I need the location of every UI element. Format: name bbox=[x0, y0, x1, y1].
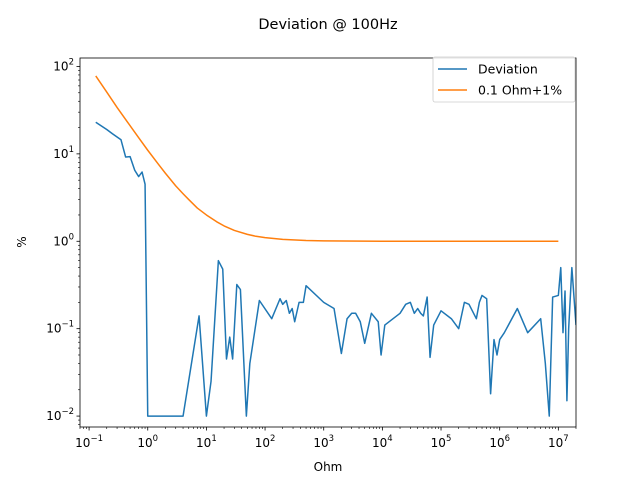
legend-label-1: Deviation bbox=[478, 62, 538, 77]
y-tick-label: 101 bbox=[53, 145, 74, 161]
x-tick-label: 104 bbox=[372, 434, 393, 450]
series-line-2 bbox=[95, 75, 559, 243]
x-tick-label: 101 bbox=[196, 434, 217, 450]
series-line-1 bbox=[95, 121, 576, 417]
y-tick-label: 100 bbox=[53, 232, 74, 248]
legend-frame bbox=[432, 56, 576, 103]
legend: Deviation 0.1 Ohm+1% bbox=[432, 56, 576, 103]
legend-label-2: 0.1 Ohm+1% bbox=[478, 83, 562, 98]
x-tick-label: 10−1 bbox=[75, 434, 103, 450]
chart-title: Deviation @ 100Hz bbox=[258, 17, 397, 33]
x-tick-label: 107 bbox=[548, 434, 569, 450]
x-tick-label: 103 bbox=[313, 434, 334, 450]
x-tick-label: 105 bbox=[431, 434, 452, 450]
y-axis-label: % bbox=[15, 236, 29, 247]
y-tick-label: 10−2 bbox=[46, 407, 74, 423]
x-tick-label: 100 bbox=[137, 434, 158, 450]
x-axis-label: Ohm bbox=[314, 460, 343, 474]
x-tick-label: 106 bbox=[489, 434, 510, 450]
plot-area: 10−1 100 101 102 103 104 105 106 10710−210−11001… bbox=[46, 56, 577, 450]
y-tick-label: 10−1 bbox=[46, 320, 74, 336]
axes-frame bbox=[79, 57, 577, 428]
y-tick-label: 102 bbox=[53, 57, 74, 73]
x-tick-label: 102 bbox=[255, 434, 276, 450]
